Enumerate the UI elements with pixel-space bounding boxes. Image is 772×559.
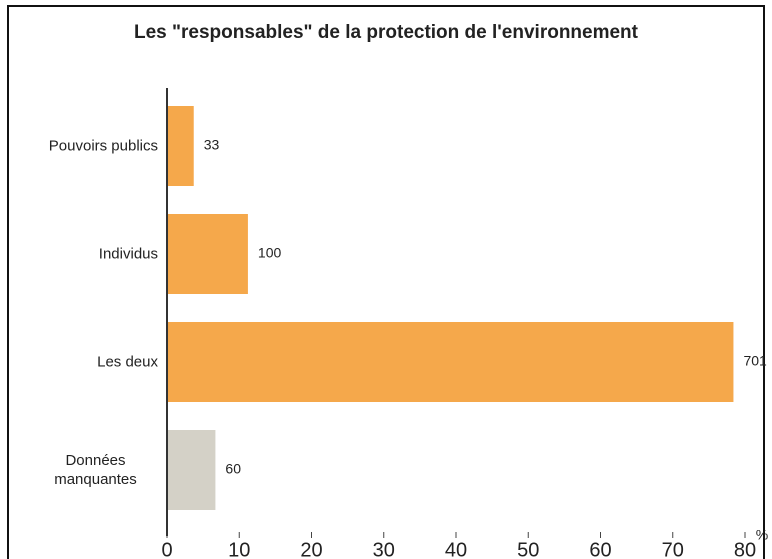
category-label: Pouvoirs publics: [48, 137, 158, 155]
value-label: 33: [204, 137, 220, 153]
value-label: 701: [743, 353, 767, 369]
x-tick-label: 40: [445, 539, 467, 559]
bar: [167, 106, 194, 186]
x-axis-label: %: [756, 527, 768, 543]
bar: [167, 430, 216, 510]
value-label: 100: [258, 245, 282, 261]
x-tick-label: 0: [161, 539, 172, 559]
category-label: Données manquantes: [54, 452, 137, 488]
x-tick-label: 50: [517, 539, 539, 559]
x-tick-label: 60: [589, 539, 611, 559]
value-label: 60: [225, 461, 241, 477]
category-label: Individus: [98, 245, 158, 263]
chart-title: Les "responsables" de la protection de l…: [134, 22, 639, 43]
frame: [7, 5, 765, 559]
x-tick-label: 70: [662, 539, 684, 559]
x-tick-label: 20: [300, 539, 322, 559]
bar: [167, 214, 248, 294]
x-tick-label: 30: [373, 539, 395, 559]
x-tick-label: 80: [734, 539, 756, 559]
x-tick-label: 10: [228, 539, 250, 559]
category-label: Les deux: [97, 353, 158, 371]
bar: [167, 322, 734, 402]
